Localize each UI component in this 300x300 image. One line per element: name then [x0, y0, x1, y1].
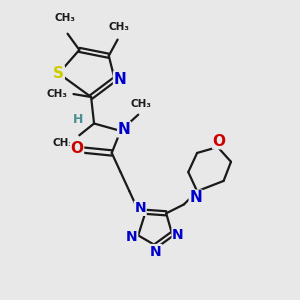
Text: CH₃: CH₃ [131, 99, 152, 109]
Text: N: N [126, 230, 138, 244]
Text: N: N [114, 72, 126, 87]
Text: N: N [134, 201, 146, 215]
Text: O: O [213, 134, 226, 149]
Text: N: N [118, 122, 130, 137]
Text: O: O [70, 141, 83, 156]
Text: N: N [150, 244, 162, 259]
Text: CH₃: CH₃ [46, 89, 68, 99]
Text: CH₃: CH₃ [54, 14, 75, 23]
Text: CH₃: CH₃ [109, 22, 130, 32]
Text: N: N [189, 190, 202, 205]
Text: H: H [73, 112, 83, 126]
Text: N: N [172, 228, 184, 242]
Text: CH₃: CH₃ [52, 138, 74, 148]
Text: S: S [53, 66, 64, 81]
